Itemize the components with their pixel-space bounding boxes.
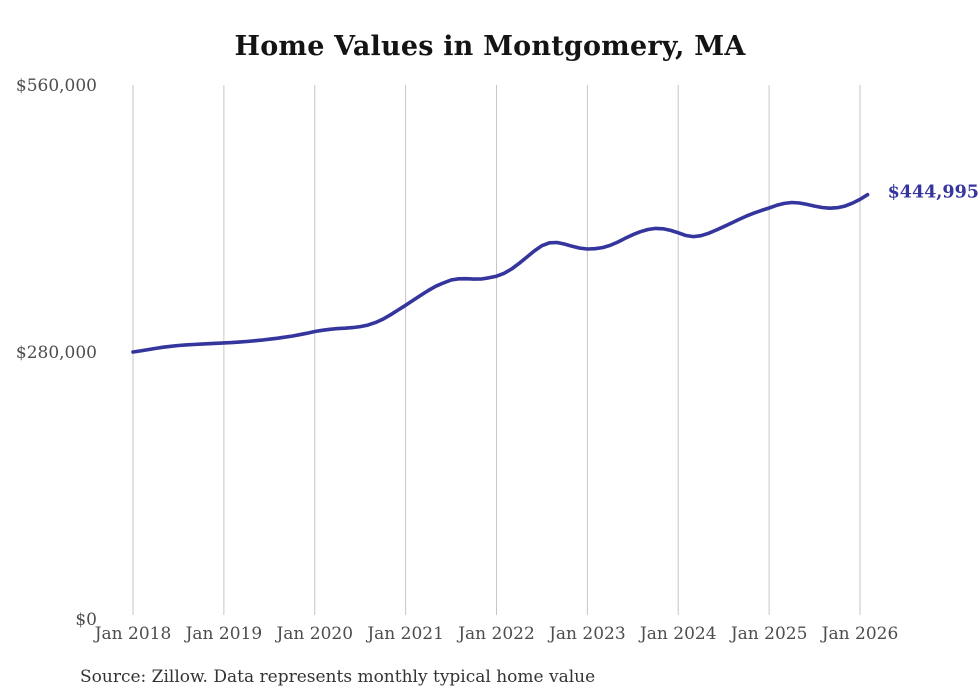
source-note: Source: Zillow. Data represents monthly … <box>80 667 596 687</box>
x-tick-label: Jan 2023 <box>547 624 626 644</box>
x-tick-label: Jan 2025 <box>729 624 808 644</box>
final-value-label: $444,995 <box>888 183 979 203</box>
x-tick-label: Jan 2022 <box>456 624 535 644</box>
x-tick-label: Jan 2026 <box>820 624 899 644</box>
y-tick-label: $280,000 <box>16 343 97 363</box>
y-axis-tick-labels: $0 $280,000 $560,000 <box>16 76 97 630</box>
x-tick-label: Jan 2019 <box>184 624 263 644</box>
x-tick-label: Jan 2020 <box>274 624 353 644</box>
chart-title: Home Values in Montgomery, MA <box>234 31 746 62</box>
home-value-line-series <box>131 192 870 354</box>
y-tick-label: $560,000 <box>16 76 97 96</box>
x-tick-label: Jan 2024 <box>638 624 717 644</box>
x-tick-label: Jan 2021 <box>365 624 444 644</box>
gridlines <box>132 85 861 615</box>
x-tick-label: Jan 2018 <box>93 624 172 644</box>
x-axis-tick-labels: Jan 2018 Jan 2019 Jan 2020 Jan 2021 Jan 2022… <box>93 624 899 644</box>
y-tick-label: $0 <box>75 610 97 630</box>
